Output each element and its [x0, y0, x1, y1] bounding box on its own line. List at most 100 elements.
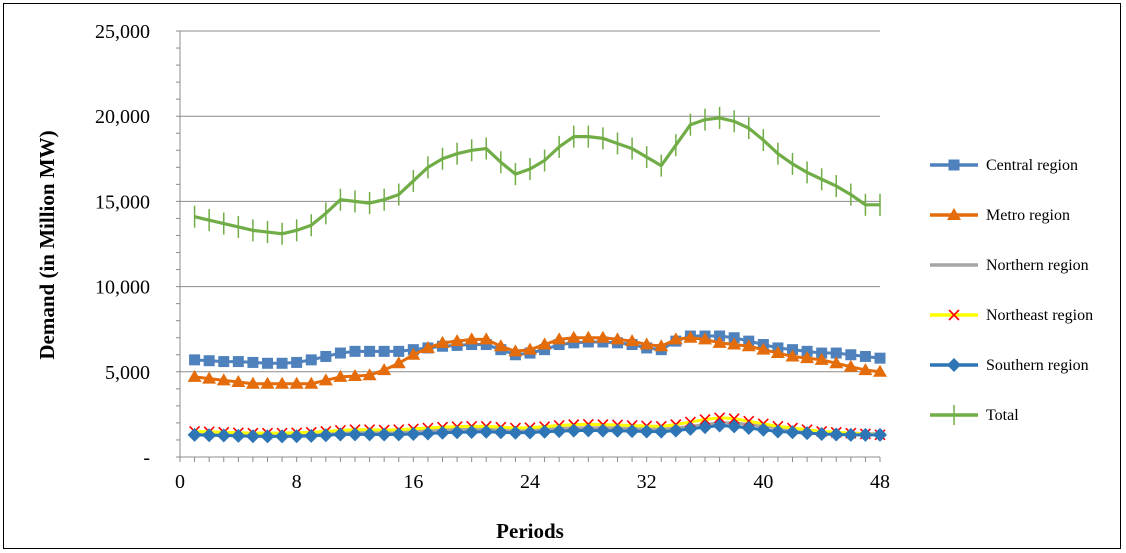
data-point-triangle	[947, 208, 961, 220]
data-point-triangle	[187, 369, 202, 382]
axes: - 5,000 10,000 15,000 20,000 25,000 0 8 16 24 32 40…	[95, 21, 890, 493]
x-axis-title: Periods	[496, 519, 564, 543]
data-point-triangle	[202, 371, 217, 384]
data-point-triangle	[595, 330, 610, 343]
data-point-triangle	[333, 369, 348, 382]
data-point-triangle	[785, 349, 800, 362]
y-tick-label: 20,000	[95, 106, 150, 128]
data-point-square	[393, 345, 405, 357]
data-point-square	[334, 347, 346, 359]
data-point-triangle	[216, 373, 231, 386]
data-point-diamond	[873, 427, 887, 442]
data-point-square	[364, 345, 376, 357]
data-point-square	[203, 355, 215, 367]
data-point-triangle	[275, 376, 290, 389]
data-point-triangle	[435, 335, 450, 348]
data-point-square	[466, 339, 478, 351]
data-point-triangle	[318, 373, 333, 386]
data-point-diamond	[450, 425, 465, 440]
data-point-diamond	[464, 424, 479, 439]
x-tick-label: 16	[403, 471, 423, 493]
x-tick-label: 0	[175, 471, 185, 493]
series-metro-region	[187, 330, 887, 389]
data-point-triangle	[391, 356, 406, 369]
chart-frame	[3, 3, 1121, 549]
data-point-diamond	[420, 426, 435, 441]
legend-item: Northern region	[930, 257, 1089, 274]
data-point-diamond	[712, 418, 727, 433]
legend-item: Total	[930, 405, 1019, 425]
gridlines	[180, 30, 880, 373]
data-point-diamond	[318, 428, 333, 443]
data-point-diamond	[187, 427, 202, 442]
data-point-diamond	[362, 427, 377, 442]
data-point-square	[262, 357, 273, 369]
data-point-triangle	[362, 368, 377, 381]
data-point-diamond	[581, 423, 596, 438]
data-point-diamond	[785, 425, 800, 440]
data-point-triangle	[420, 340, 435, 353]
data-point-diamond	[947, 358, 961, 372]
data-point-diamond	[202, 428, 217, 443]
y-tick-label: 25,000	[95, 21, 150, 43]
data-point-triangle	[450, 334, 465, 347]
data-point-square	[305, 354, 317, 366]
y-tick-label: 5,000	[105, 362, 150, 384]
legend-label: Northeast region	[986, 307, 1093, 324]
data-point-triangle	[231, 375, 246, 388]
data-point-diamond	[435, 425, 450, 440]
data-point-diamond	[595, 423, 610, 438]
data-point-square	[189, 354, 201, 366]
data-point-diamond	[858, 427, 873, 442]
data-point-square	[247, 356, 259, 368]
data-point-triangle	[741, 339, 756, 352]
data-point-triangle	[260, 376, 275, 389]
data-point-square	[539, 344, 551, 356]
data-point-triangle	[523, 342, 537, 355]
data-point-diamond	[741, 421, 756, 436]
data-point-triangle	[843, 359, 858, 372]
data-point-square	[859, 350, 871, 362]
data-point-diamond	[668, 423, 683, 438]
data-point-square	[378, 345, 390, 357]
legend-label: Metro region	[986, 207, 1070, 224]
data-point-diamond	[289, 429, 304, 444]
legend: Central region Metro region Northern regio…	[930, 157, 1093, 425]
series-southern-region	[187, 418, 887, 444]
data-point-triangle	[493, 339, 508, 352]
data-point-triangle	[566, 330, 581, 343]
data-point-square	[276, 357, 288, 369]
data-point-triangle	[479, 332, 494, 345]
data-point-x	[948, 309, 960, 321]
x-tick-label: 24	[520, 471, 540, 493]
data-point-diamond	[377, 427, 392, 442]
data-point-square	[568, 337, 580, 349]
data-point-triangle	[552, 332, 567, 345]
x-tick-label: 32	[637, 471, 657, 493]
data-point-diamond	[770, 424, 785, 439]
data-point-diamond	[216, 428, 231, 443]
data-point-triangle	[245, 376, 260, 389]
data-point-triangle	[537, 337, 552, 350]
data-point-triangle	[289, 376, 304, 389]
data-point-square	[291, 356, 303, 368]
legend-item: Northeast region	[930, 307, 1093, 324]
data-point-diamond	[406, 426, 421, 441]
data-point-triangle	[873, 364, 887, 377]
data-point-diamond	[348, 427, 362, 442]
data-point-x	[728, 413, 740, 425]
data-point-diamond	[231, 428, 246, 443]
legend-label: Northern region	[986, 257, 1089, 274]
legend-item: Central region	[930, 157, 1078, 174]
data-point-square	[845, 349, 857, 361]
data-point-diamond	[245, 429, 260, 444]
data-point-triangle	[464, 332, 479, 345]
data-point-triangle	[625, 334, 640, 347]
data-point-diamond	[537, 424, 552, 439]
data-point-triangle	[304, 376, 319, 389]
data-point-triangle	[829, 356, 844, 369]
legend-label: Central region	[986, 157, 1078, 174]
data-point-square	[320, 350, 332, 362]
data-point-diamond	[829, 427, 844, 442]
